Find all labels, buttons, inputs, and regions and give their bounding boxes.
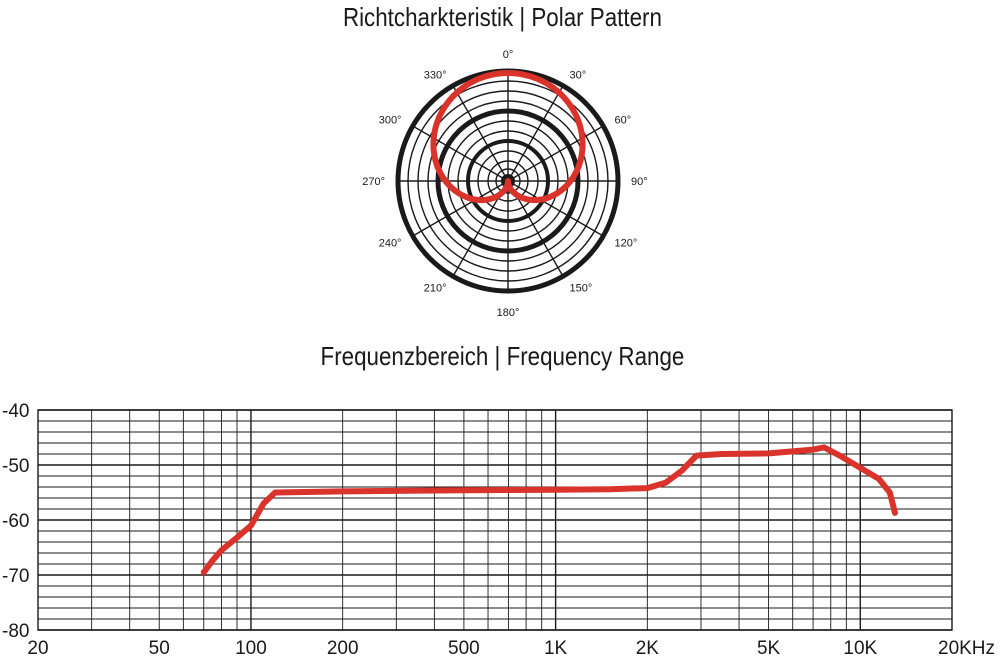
frequency-x-tick-label: 10K: [843, 638, 877, 656]
frequency-x-tick-label: 5K: [757, 638, 781, 656]
polar-spoke: [452, 85, 509, 182]
polar-pattern-chart: 0° 30° 60° 90° 120° 150° 180° 210° 240° 270° 300° 3…: [362, 49, 648, 319]
frequency-y-tick-label: -60: [2, 511, 29, 532]
polar-spoke: [412, 125, 509, 182]
polar-angle-label: 60°: [615, 115, 632, 127]
frequency-y-tick-label: -50: [2, 456, 29, 477]
polar-angle-label: 240°: [379, 238, 402, 250]
frequency-x-tick-label: 20: [27, 638, 48, 656]
frequency-response-curve: [200, 444, 898, 576]
frequency-x-tick-label: 50: [149, 638, 170, 656]
polar-spoke: [507, 180, 604, 237]
polar-angle-label: 210°: [424, 283, 447, 295]
frequency-x-tick-label: 500: [448, 638, 480, 656]
frequency-x-tick-label: 1K: [544, 638, 568, 656]
polar-angle-label: 330°: [424, 69, 447, 81]
polar-angle-label: 120°: [615, 238, 638, 250]
polar-spoke: [507, 85, 564, 182]
polar-angle-label: 0°: [503, 49, 514, 61]
polar-angle-label: 150°: [570, 283, 593, 295]
polar-angle-label: 90°: [631, 176, 648, 188]
frequency-x-tick-label: 100: [235, 638, 267, 656]
polar-response-curve: [430, 70, 586, 204]
frequency-x-tick-label: 200: [327, 638, 359, 656]
polar-spoke: [507, 125, 604, 182]
polar-angle-label: 300°: [379, 115, 402, 127]
polar-angle-label: 270°: [362, 176, 385, 188]
polar-pattern-title: Richtcharkteristik | Polar Pattern: [342, 2, 662, 32]
frequency-x-tick-label: 20KHz: [938, 638, 995, 656]
polar-angle-label: 30°: [570, 69, 587, 81]
frequency-y-tick-label: -40: [2, 401, 29, 422]
frequency-y-tick-label: -80: [2, 621, 29, 642]
frequency-range-title: Frequenzbereich | Frequency Range: [320, 341, 685, 371]
frequency-y-tick-label: -70: [2, 566, 29, 587]
polar-angle-label: 180°: [497, 307, 520, 319]
polar-spoke: [412, 180, 509, 237]
frequency-x-tick-label: 2K: [636, 638, 660, 656]
